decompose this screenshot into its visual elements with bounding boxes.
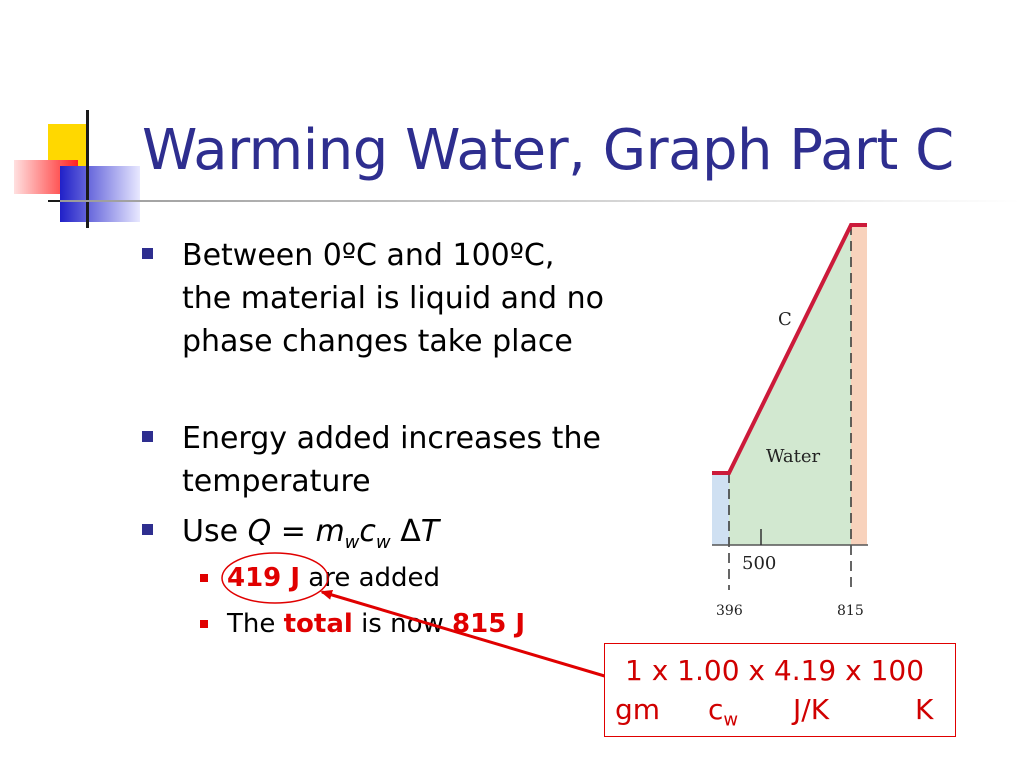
sub-bullet-marker [200, 574, 208, 582]
sub-bullet-text: are added [300, 563, 441, 593]
eq-m-sub: w [344, 532, 360, 553]
eq-equals: = [271, 514, 316, 549]
eq-c-sub: w [375, 532, 391, 553]
steam-region [851, 225, 867, 545]
title-underline [60, 200, 1020, 202]
unit-k: K [915, 693, 934, 726]
sub-bullet-text: The [227, 609, 284, 639]
blue-square [60, 166, 140, 222]
axis-tick-label: 500 [742, 553, 776, 574]
curve-label: C [778, 309, 792, 330]
eq-m: m [315, 514, 345, 549]
slide-corner-decoration [14, 110, 1020, 228]
bullet-marker [142, 248, 153, 259]
bullet-item-equation: Use Q = mwcw ΔT [142, 510, 440, 564]
bullet-marker [142, 524, 153, 535]
ice-region [712, 473, 729, 545]
sub-bullet-item: 419 J are added [200, 562, 441, 594]
highlight-circle [221, 552, 329, 604]
eq-delta: Δ [400, 514, 421, 549]
calculation-line: 1 x 1.00 x 4.19 x 100 [625, 654, 925, 687]
total-word: total [283, 609, 353, 639]
eq-c: c [359, 514, 376, 549]
bullet-item: Between 0ºC and 100ºC, the material is l… [142, 234, 612, 363]
bullet-item: Energy added increases the temperature [142, 417, 612, 503]
water-region [729, 225, 851, 545]
x-label-815: 815 [837, 603, 864, 619]
unit-gm: gm [615, 693, 661, 726]
x-label-396: 396 [716, 603, 743, 619]
bullet-text: Between 0ºC and 100ºC, the material is l… [182, 238, 605, 359]
unit-jk: J/K [793, 693, 830, 726]
energy-added-value: 419 J [227, 563, 300, 593]
heating-curve [712, 223, 867, 475]
sub-bullet-marker [200, 620, 208, 628]
use-label: Use [182, 514, 239, 549]
calculation-box: 1 x 1.00 x 4.19 x 100 gm cw J/K K [604, 643, 956, 737]
bullet-marker [142, 431, 153, 442]
yellow-square [48, 124, 86, 166]
annotation-arrow [320, 590, 619, 682]
heating-curve-figure: C Water 500 396 815 [712, 223, 868, 619]
eq-T: T [420, 514, 440, 549]
unit-c: cw [708, 693, 739, 731]
region-label: Water [766, 446, 821, 467]
bullet-text: Energy added increases the temperature [182, 421, 601, 499]
eq-Q: Q [247, 514, 272, 549]
slide-title: Warming Water, Graph Part C [142, 118, 954, 183]
